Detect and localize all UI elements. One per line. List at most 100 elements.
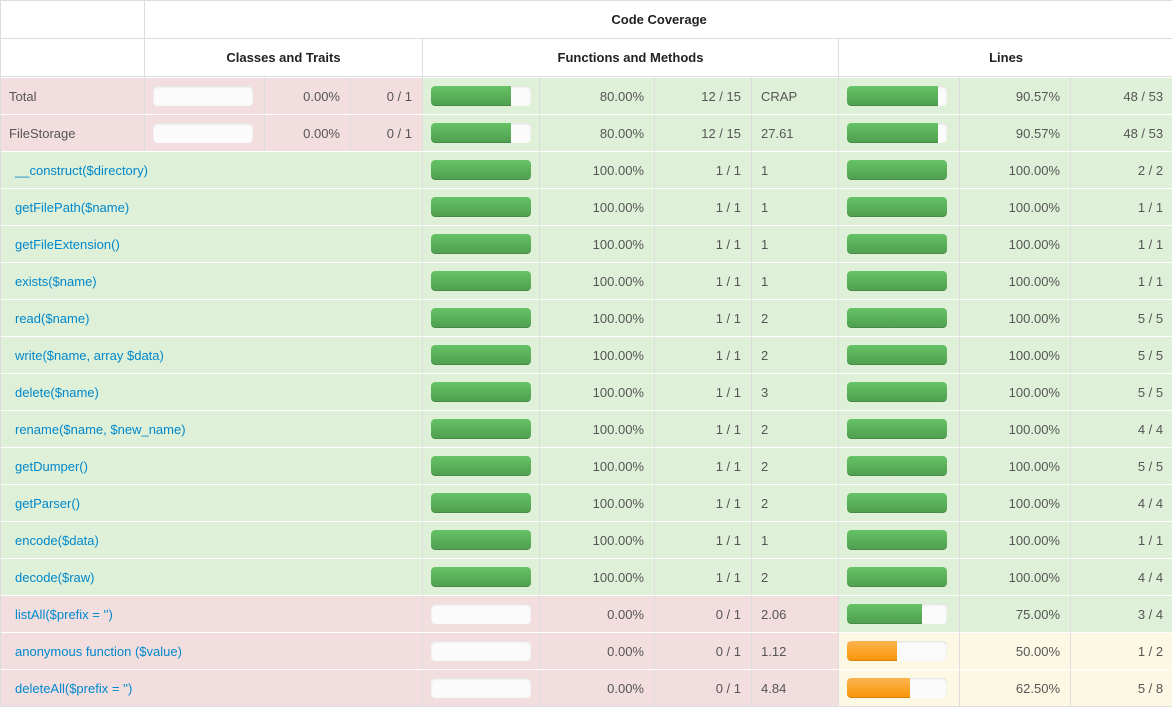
method-link[interactable]: listAll($prefix = '') — [15, 606, 113, 622]
lines-coverage-bar — [847, 308, 947, 328]
lines-percent: 100.00% — [959, 262, 1070, 299]
lines-coverage-bar — [847, 678, 947, 698]
lines-percent: 100.00% — [959, 558, 1070, 595]
table-row: getDumper() 100.00% 1 / 1 2 100.00% 5 / … — [1, 447, 1172, 484]
lines-percent: 62.50% — [959, 669, 1070, 706]
method-link[interactable]: getFileExtension() — [15, 236, 120, 252]
functions-bar-cell — [422, 558, 539, 595]
table-row: getParser() 100.00% 1 / 1 2 100.00% 4 / … — [1, 484, 1172, 521]
lines-percent: 50.00% — [959, 632, 1070, 669]
functions-percent: 0.00% — [539, 595, 654, 632]
functions-coverage-bar-fill — [431, 382, 531, 402]
table-row: listAll($prefix = '') 0.00% 0 / 1 2.06 7… — [1, 595, 1172, 632]
method-name-cell: read($name) — [1, 299, 422, 336]
functions-ratio: 1 / 1 — [654, 521, 751, 558]
method-link[interactable]: anonymous function ($value) — [15, 643, 182, 659]
lines-percent: 100.00% — [959, 521, 1070, 558]
functions-ratio: 1 / 1 — [654, 558, 751, 595]
lines-coverage-bar-fill — [847, 493, 947, 513]
lines-percent: 90.57% — [959, 114, 1070, 151]
functions-ratio: 1 / 1 — [654, 262, 751, 299]
functions-percent: 100.00% — [539, 373, 654, 410]
coverage-table-body: Total 0.00% 0 / 1 80.00% 12 / 15 CRAP 90… — [1, 77, 1172, 706]
lines-coverage-bar-fill — [847, 567, 947, 587]
method-link[interactable]: rename($name, $new_name) — [15, 421, 186, 437]
functions-bar-cell — [422, 669, 539, 706]
lines-coverage-bar-fill — [847, 382, 947, 402]
method-link[interactable]: getDumper() — [15, 458, 88, 474]
method-link[interactable]: getParser() — [15, 495, 81, 511]
functions-percent: 80.00% — [539, 77, 654, 114]
crap-value: 2 — [751, 558, 838, 595]
method-link[interactable]: decode($raw) — [15, 569, 95, 585]
lines-bar-cell — [838, 484, 959, 521]
method-name-cell: getDumper() — [1, 447, 422, 484]
functions-ratio: 1 / 1 — [654, 151, 751, 188]
functions-percent: 100.00% — [539, 521, 654, 558]
functions-percent: 100.00% — [539, 410, 654, 447]
functions-coverage-bar-fill — [431, 308, 531, 328]
functions-percent: 100.00% — [539, 188, 654, 225]
functions-bar-cell — [422, 262, 539, 299]
functions-coverage-bar — [431, 197, 531, 217]
corner-cell — [1, 1, 144, 39]
lines-coverage-bar — [847, 160, 947, 180]
functions-coverage-bar — [431, 567, 531, 587]
functions-coverage-bar — [431, 234, 531, 254]
functions-ratio: 0 / 1 — [654, 669, 751, 706]
functions-ratio: 12 / 15 — [654, 77, 751, 114]
table-header-row-2: Classes and Traits Functions and Methods… — [1, 39, 1172, 77]
classes-ratio: 0 / 1 — [350, 114, 422, 151]
method-name-cell: getFilePath($name) — [1, 188, 422, 225]
crap-value: 2 — [751, 447, 838, 484]
method-link[interactable]: getFilePath($name) — [15, 199, 130, 215]
functions-bar-cell — [422, 114, 539, 151]
method-name-cell: deleteAll($prefix = '') — [1, 669, 422, 706]
method-name-cell: getFileExtension() — [1, 225, 422, 262]
functions-ratio: 1 / 1 — [654, 373, 751, 410]
method-link[interactable]: deleteAll($prefix = '') — [15, 680, 133, 696]
lines-ratio: 5 / 5 — [1070, 373, 1172, 410]
functions-percent: 100.00% — [539, 262, 654, 299]
functions-bar-cell — [422, 447, 539, 484]
functions-ratio: 1 / 1 — [654, 188, 751, 225]
method-link[interactable]: delete($name) — [15, 384, 99, 400]
functions-bar-cell — [422, 336, 539, 373]
lines-bar-cell — [838, 521, 959, 558]
row-label: Total — [1, 77, 144, 114]
lines-coverage-bar — [847, 382, 947, 402]
crap-value: 1 — [751, 188, 838, 225]
method-link[interactable]: encode($data) — [15, 532, 99, 548]
method-link[interactable]: read($name) — [15, 310, 90, 326]
functions-percent: 0.00% — [539, 669, 654, 706]
lines-bar-cell — [838, 336, 959, 373]
functions-coverage-bar-fill — [431, 530, 531, 550]
functions-coverage-bar-fill — [431, 493, 531, 513]
classes-coverage-bar — [153, 123, 253, 143]
method-link[interactable]: __construct($directory) — [15, 162, 148, 178]
lines-coverage-bar-fill — [847, 160, 947, 180]
lines-coverage-bar-fill — [847, 234, 947, 254]
lines-percent: 100.00% — [959, 410, 1070, 447]
functions-coverage-bar-fill — [431, 160, 531, 180]
functions-ratio: 0 / 1 — [654, 595, 751, 632]
method-name-cell: __construct($directory) — [1, 151, 422, 188]
lines-percent: 100.00% — [959, 299, 1070, 336]
lines-ratio: 48 / 53 — [1070, 114, 1172, 151]
functions-bar-cell — [422, 188, 539, 225]
lines-coverage-bar — [847, 641, 947, 661]
lines-coverage-bar — [847, 456, 947, 476]
method-name-cell: delete($name) — [1, 373, 422, 410]
crap-value: 1 — [751, 225, 838, 262]
table-row: read($name) 100.00% 1 / 1 2 100.00% 5 / … — [1, 299, 1172, 336]
method-link[interactable]: exists($name) — [15, 273, 97, 289]
table-row: exists($name) 100.00% 1 / 1 1 100.00% 1 … — [1, 262, 1172, 299]
method-name-cell: rename($name, $new_name) — [1, 410, 422, 447]
table-row: encode($data) 100.00% 1 / 1 1 100.00% 1 … — [1, 521, 1172, 558]
crap-value: 1.12 — [751, 632, 838, 669]
table-row: rename($name, $new_name) 100.00% 1 / 1 2… — [1, 410, 1172, 447]
functions-coverage-bar — [431, 123, 531, 143]
crap-value: 2 — [751, 484, 838, 521]
method-link[interactable]: write($name, array $data) — [15, 347, 164, 363]
